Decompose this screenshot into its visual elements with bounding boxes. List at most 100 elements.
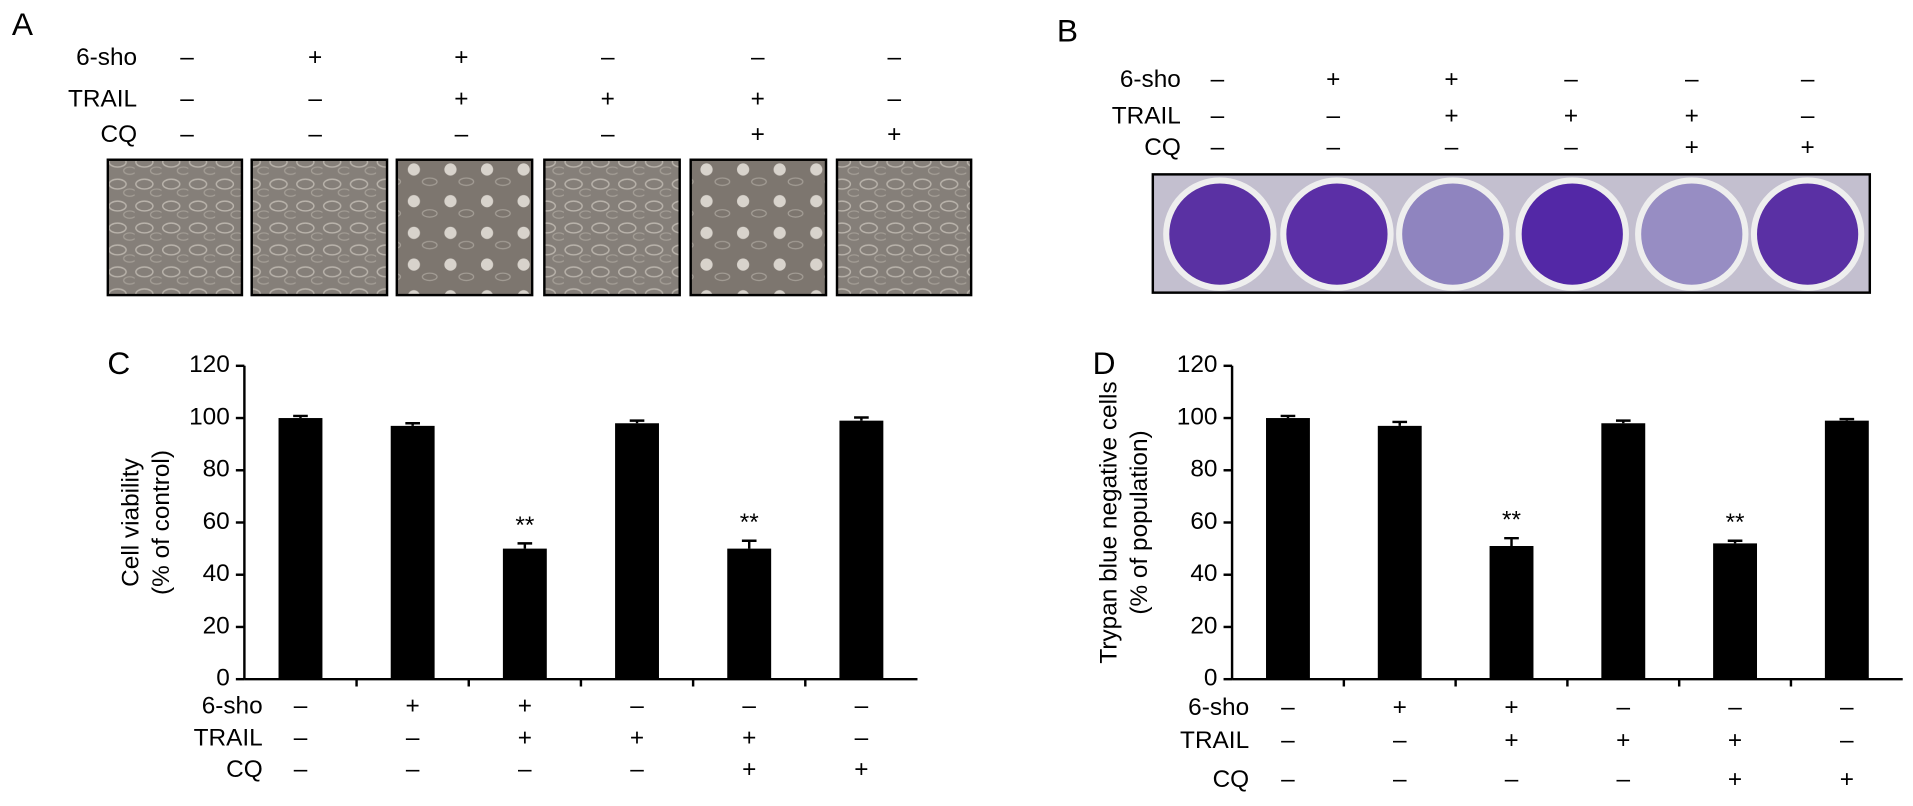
- treatment-name: CQ: [1144, 134, 1181, 161]
- treatment-sign: –: [751, 44, 765, 71]
- treatment-sign: –: [1505, 766, 1519, 793]
- y-tick-label: 100: [189, 403, 230, 430]
- treatment-sign: –: [1327, 102, 1341, 129]
- micrograph: [250, 158, 389, 297]
- treatment-sign: +: [308, 44, 322, 71]
- treatment-name: 6-sho: [76, 44, 137, 71]
- y-tick-label: 40: [1190, 560, 1217, 587]
- micrograph: [835, 158, 973, 297]
- treatment-sign: +: [854, 756, 868, 783]
- treatment-sign: –: [1840, 694, 1854, 721]
- y-tick-label: 20: [203, 612, 230, 639]
- treatment-sign: –: [630, 693, 644, 720]
- panel-label: A: [12, 6, 34, 42]
- y-tick-label: 60: [203, 508, 230, 535]
- bar: [1377, 425, 1422, 680]
- bar: [278, 418, 323, 680]
- treatment-sign: –: [1617, 694, 1631, 721]
- treatment-sign: +: [1685, 134, 1699, 161]
- well: [1635, 177, 1749, 291]
- treatment-sign: +: [1840, 766, 1854, 793]
- treatment-sign: +: [1504, 727, 1518, 754]
- treatment-name: CQ: [1213, 766, 1250, 793]
- treatment-sign: –: [1327, 134, 1341, 161]
- treatment-sign: –: [406, 756, 420, 783]
- well: [1396, 177, 1510, 291]
- treatment-sign: –: [742, 693, 756, 720]
- treatment-sign: –: [1801, 66, 1815, 93]
- treatment-sign: –: [1393, 766, 1407, 793]
- error-bar: [293, 414, 308, 419]
- error-bar: [629, 419, 645, 424]
- treatment-sign: –: [855, 693, 869, 720]
- error-bar: [405, 422, 420, 426]
- y-axis-label: Trypan blue negative cells: [1096, 381, 1123, 663]
- micrograph: [543, 158, 681, 297]
- treatment-sign: –: [1564, 66, 1578, 93]
- bar: [502, 548, 547, 680]
- treatment-sign: +: [518, 693, 532, 720]
- bar: [727, 548, 772, 680]
- treatment-sign: –: [294, 693, 308, 720]
- treatment-sign: –: [1393, 727, 1407, 754]
- treatment-sign: –: [1685, 66, 1699, 93]
- treatment-sign: +: [1728, 727, 1742, 754]
- y-tick-label: 20: [1190, 612, 1217, 639]
- treatment-sign: –: [1281, 694, 1295, 721]
- well-plate: [1151, 173, 1872, 294]
- treatment-sign: +: [518, 724, 532, 751]
- error-bar: [1839, 417, 1855, 421]
- treatment-sign: +: [1326, 66, 1340, 93]
- treatment-sign: –: [855, 724, 869, 751]
- y-tick-label: 60: [1190, 508, 1217, 535]
- treatment-sign: –: [1281, 766, 1295, 793]
- error-bar: [1392, 420, 1408, 426]
- error-bar: [1280, 414, 1296, 419]
- treatment-name: TRAIL: [1180, 727, 1249, 754]
- significance-label: **: [1502, 507, 1521, 534]
- treatment-name: TRAIL: [68, 85, 137, 112]
- treatment-sign: –: [1617, 766, 1631, 793]
- treatment-sign: –: [888, 85, 902, 112]
- treatment-sign: +: [1393, 694, 1407, 721]
- treatment-sign: +: [751, 121, 765, 148]
- error-bar: [1615, 419, 1631, 424]
- y-tick-label: 100: [1177, 403, 1218, 430]
- treatment-sign: –: [1801, 102, 1815, 129]
- y-tick-label: 0: [1204, 665, 1218, 692]
- bar: [1713, 543, 1758, 680]
- treatment-sign: –: [630, 756, 644, 783]
- bar: [1266, 418, 1310, 680]
- treatment-sign: +: [454, 44, 468, 71]
- significance-label: **: [740, 509, 759, 536]
- y-axis-label: (% of control): [148, 450, 175, 595]
- y-tick-label: 80: [1190, 456, 1217, 483]
- treatment-sign: –: [1211, 66, 1225, 93]
- error-bar: [741, 539, 757, 549]
- significance-label: **: [515, 512, 534, 539]
- treatment-sign: +: [1800, 134, 1814, 161]
- treatment-name: CQ: [226, 756, 263, 783]
- treatment-name: 6-sho: [1188, 694, 1249, 721]
- y-tick-label: 0: [216, 665, 230, 692]
- well: [1515, 177, 1629, 291]
- treatment-sign: +: [454, 85, 468, 112]
- error-bar: [1727, 539, 1743, 544]
- treatment-sign: –: [180, 85, 194, 112]
- well: [1163, 177, 1277, 291]
- y-tick-label: 120: [189, 351, 230, 378]
- treatment-sign: –: [180, 121, 194, 148]
- treatment-sign: +: [1564, 102, 1578, 129]
- error-bar: [854, 416, 869, 421]
- treatment-sign: –: [1840, 727, 1854, 754]
- treatment-sign: –: [1211, 134, 1225, 161]
- bar: [615, 423, 659, 680]
- bar: [1489, 546, 1534, 680]
- treatment-name: 6-sho: [202, 693, 263, 720]
- treatment-sign: +: [630, 724, 644, 751]
- treatment-sign: +: [1504, 694, 1518, 721]
- treatment-sign: –: [1728, 694, 1742, 721]
- treatment-sign: +: [1685, 102, 1699, 129]
- micrographs: [106, 158, 973, 297]
